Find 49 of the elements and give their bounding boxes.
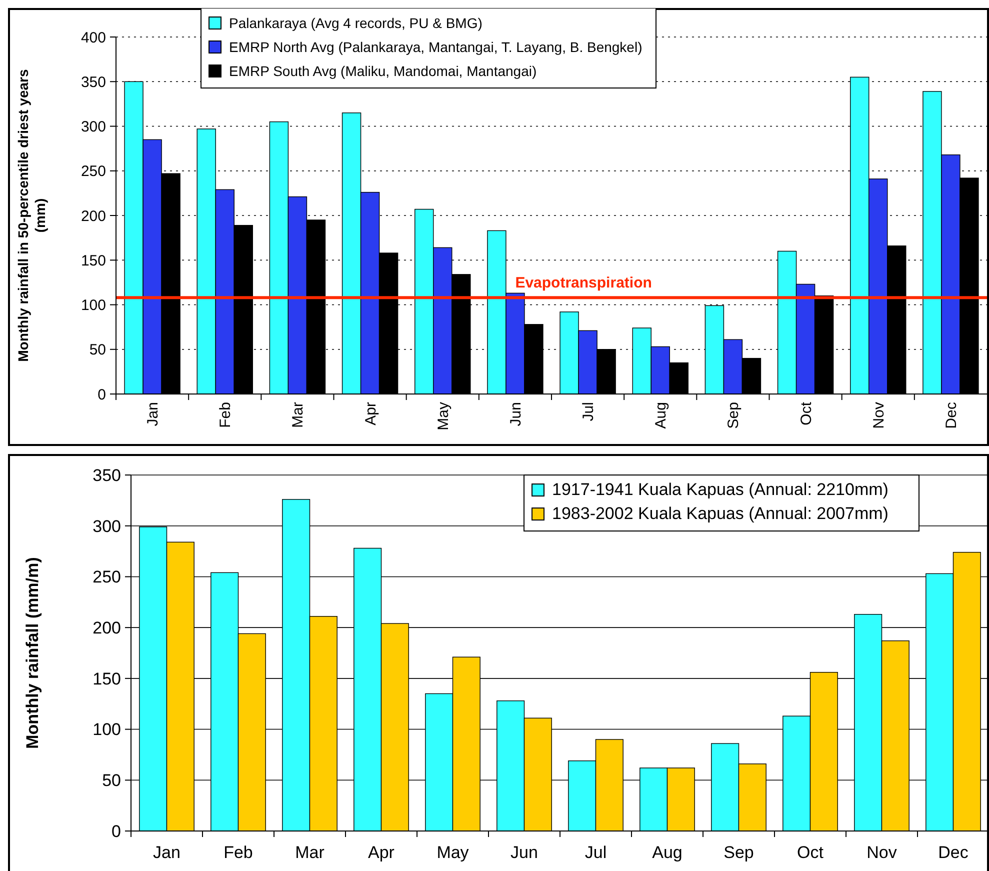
x-tick-label: Mar — [290, 402, 307, 428]
y-tick-label: 300 — [80, 118, 106, 136]
x-tick-label: Apr — [362, 402, 380, 426]
legend-label: 1983-2002 Kuala Kapuas (Annual: 2007mm) — [552, 504, 888, 523]
x-tick-label: Jun — [507, 402, 524, 426]
y-axis-title: Monthly rainfall in 50-percentile driest years (mm) — [15, 69, 48, 362]
y-axis-title: Monthly rainfall (mm/m) — [23, 557, 42, 749]
x-tick-label: Sep — [725, 402, 742, 429]
x-tick-label: Nov — [866, 843, 898, 862]
x-tick-label: Jun — [510, 843, 538, 862]
x-tick-label: Jul — [580, 402, 598, 422]
x-tick-label: Aug — [652, 402, 670, 429]
y-tick-label: 300 — [92, 516, 121, 536]
y-tick-label: 350 — [80, 74, 106, 91]
x-tick-label: Aug — [652, 843, 682, 862]
y-tick-label: 0 — [98, 386, 106, 404]
y-tick-label: 350 — [92, 466, 121, 485]
x-tick-label: Feb — [217, 402, 234, 428]
x-tick-label: Dec — [942, 402, 960, 429]
x-tick-label: Sep — [724, 843, 754, 862]
x-tick-label: Jul — [584, 843, 607, 862]
x-tick-label: Nov — [870, 402, 888, 429]
y-tick-label: 200 — [80, 208, 106, 225]
legend-label: Palankaraya (Avg 4 records, PU & BMG) — [229, 15, 482, 31]
x-tick-label: May — [436, 843, 470, 862]
y-tick-label: 150 — [80, 252, 106, 270]
y-tick-label: 100 — [92, 720, 121, 740]
y-tick-label: 250 — [80, 163, 106, 180]
x-tick-label: Jan — [153, 843, 180, 862]
x-tick-label: May — [434, 402, 452, 430]
y-tick-label: 50 — [102, 771, 121, 790]
x-tick-label: Apr — [368, 843, 395, 862]
x-tick-label: Oct — [798, 401, 815, 426]
legend-label: EMRP North Avg (Palankaraya, Mantangai, T. Layang, B. Bengkel) — [229, 39, 642, 55]
legend-label: 1917-1941 Kuala Kapuas (Annual: 2210mm) — [552, 480, 888, 499]
y-tick-label: 250 — [92, 568, 121, 587]
x-tick-label: Mar — [295, 843, 325, 862]
y-tick-label: 0 — [112, 822, 121, 841]
y-tick-label: 100 — [80, 297, 106, 314]
x-tick-label: Oct — [797, 843, 824, 862]
y-tick-label: 150 — [92, 669, 121, 688]
y-tick-label: 200 — [92, 618, 121, 638]
y-tick-label: 400 — [80, 29, 106, 46]
ref-line-label: Evapotranspiration — [515, 274, 652, 292]
x-tick-label: Feb — [224, 843, 253, 862]
x-tick-label: Dec — [938, 843, 969, 862]
x-tick-label: Jan — [144, 402, 162, 426]
legend-label: EMRP South Avg (Maliku, Mandomai, Mantangai) — [229, 63, 537, 79]
y-tick-label: 50 — [89, 342, 106, 359]
